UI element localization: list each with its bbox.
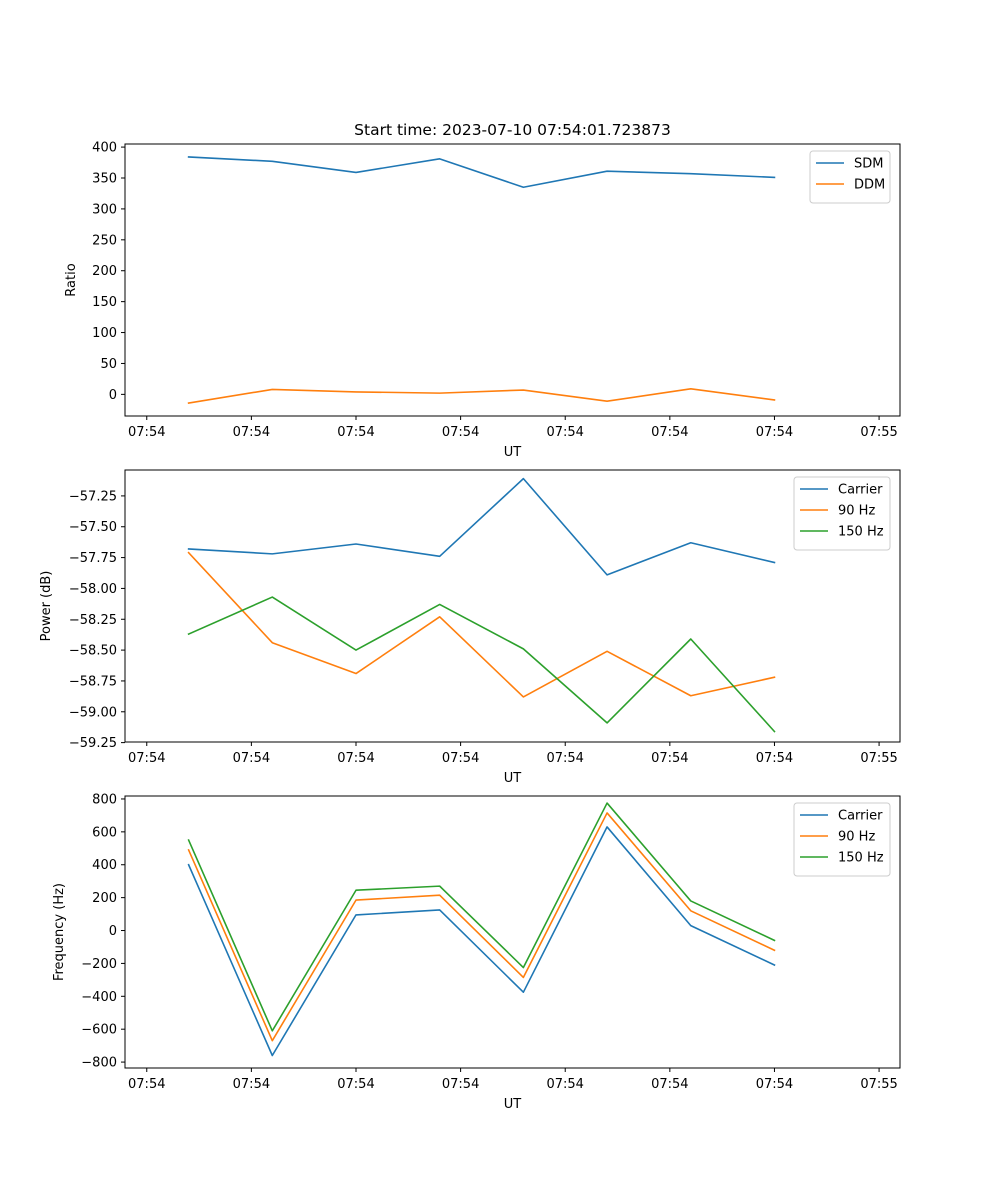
y-tick-label: 200 [92,264,117,279]
y-tick-label: −800 [81,1056,117,1071]
x-tick-label: 07:54 [337,1077,374,1092]
x-tick-label: 07:54 [442,425,479,440]
chart-panel-1: Start time: 2023-07-10 07:54:01.723873 0 5… [64,121,901,460]
y-tick-label: −58.75 [69,674,117,689]
legend-box [809,150,891,204]
y-tick-label: −58.00 [69,582,117,597]
y-tick-label: 200 [92,891,117,906]
y-tick-label: −400 [81,990,117,1005]
legend-label: 90 Hz [838,830,875,845]
x-tick-label: 07:54 [756,425,793,440]
x-axis-label: UT [504,1097,522,1112]
y-tick-label: −200 [81,957,117,972]
legend-label: 90 Hz [838,504,875,519]
x-tick-label: 07:54 [546,1077,583,1092]
y-tick-label: 150 [92,295,117,310]
legend-label: 150 Hz [838,525,884,540]
x-tick-label: 07:54 [337,425,374,440]
legend-label: Carrier [838,483,883,498]
series-line-carrier [187,477,776,576]
y-tick-label: −59.00 [69,705,117,720]
series-line-90-hz [187,551,776,698]
x-tick-label: 07:54 [128,1077,165,1092]
x-tick-label: 07:54 [128,425,165,440]
x-tick-label: 07:54 [337,751,374,766]
x-tick-label: 07:54 [442,1077,479,1092]
x-tick-label: 07:54 [651,751,688,766]
x-tick-label: 07:55 [860,1077,897,1092]
y-tick-label: 100 [92,326,117,341]
x-tick-label: 07:54 [546,425,583,440]
legend-label: Carrier [838,809,883,824]
y-tick-label: 250 [92,233,117,248]
series-line-150-hz [187,596,776,733]
legend-label: DDM [854,178,885,193]
y-tick-label: 0 [109,924,117,939]
x-tick-label: 07:54 [128,751,165,766]
y-tick-label: 600 [92,825,117,840]
y-tick-label: −58.50 [69,644,117,659]
legend-label: 150 Hz [838,851,884,866]
y-tick-label: 50 [100,357,117,372]
chart-panel-2: −59.25 −59.00 −58.75 −58.50 −58.25 −58.00 −57.… [39,469,901,786]
y-tick-label: 400 [92,141,117,156]
y-tick-label: −57.75 [69,551,117,566]
x-tick-label: 07:54 [651,1077,688,1092]
y-tick-label: −57.25 [69,489,117,504]
x-tick-label: 07:55 [860,751,897,766]
y-axis-label: Power (dB) [39,571,54,642]
legend-label: SDM [854,157,883,172]
x-tick-label: 07:54 [756,1077,793,1092]
x-tick-label: 07:54 [546,751,583,766]
legend: Carrier 90 Hz 150 Hz [793,802,891,877]
x-tick-label: 07:54 [233,425,270,440]
y-tick-label: 400 [92,858,117,873]
series-line-ddm [187,387,776,404]
x-tick-label: 07:54 [756,751,793,766]
x-axis-label: UT [504,445,522,460]
legend: Carrier 90 Hz 150 Hz [793,476,891,551]
series-line-90-hz [187,812,776,1042]
y-tick-label: −59.25 [69,736,117,751]
y-tick-label: −58.25 [69,613,117,628]
panels: Start time: 2023-07-10 07:54:01.723873 0 5… [39,121,901,1112]
x-tick-label: 07:54 [233,1077,270,1092]
x-tick-label: 07:54 [651,425,688,440]
y-tick-label: 300 [92,202,117,217]
series-line-sdm [187,156,776,189]
y-tick-label: 0 [109,388,117,403]
chart-title: Start time: 2023-07-10 07:54:01.723873 [354,121,671,139]
axes-frame [124,795,901,1069]
y-tick-label: 800 [92,792,117,807]
y-axis-label: Ratio [64,263,79,296]
y-axis-label: Frequency (Hz) [52,883,67,981]
x-tick-label: 07:54 [442,751,479,766]
axes-frame [124,143,901,417]
y-tick-label: 350 [92,172,117,187]
y-tick-label: −600 [81,1023,117,1038]
x-tick-label: 07:54 [233,751,270,766]
y-tick-label: −57.50 [69,520,117,535]
x-axis-label: UT [504,771,522,786]
axes-frame [124,469,901,743]
chart-panel-3: −800 −600 −400 −200 0 200 400 600 800 07:54 07:54 0… [52,792,901,1112]
legend: SDM DDM [809,150,891,204]
x-tick-label: 07:55 [860,425,897,440]
series-line-150-hz [187,802,776,1032]
series-line-carrier [187,826,776,1057]
